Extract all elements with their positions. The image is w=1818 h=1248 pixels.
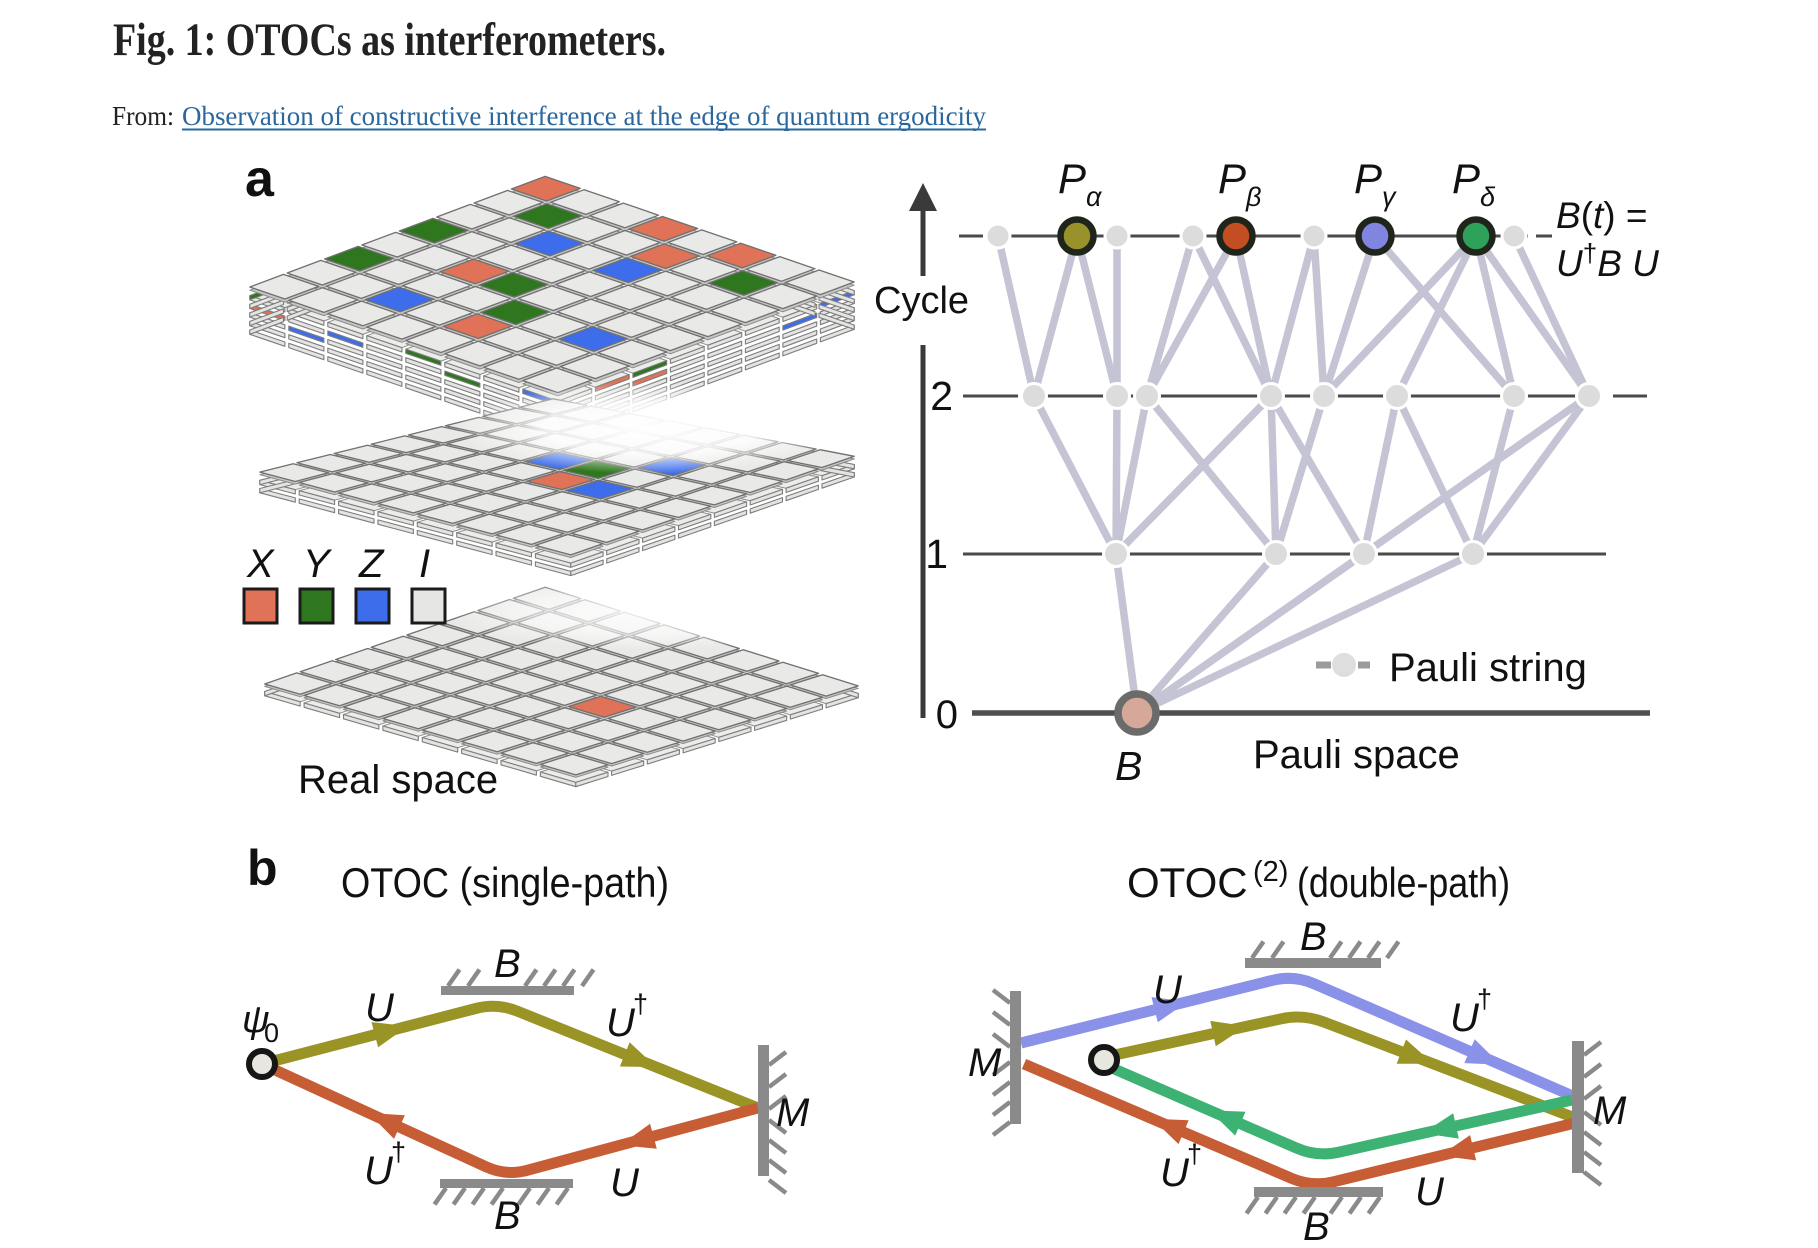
svg-text:α: α [1086, 182, 1103, 212]
svg-text:a: a [245, 150, 275, 208]
svg-text:U: U [1450, 996, 1480, 1040]
svg-text:B: B [1303, 1205, 1330, 1248]
svg-text:From:: From: [112, 100, 174, 131]
svg-text:U: U [610, 1161, 640, 1205]
svg-text:B: B [494, 942, 521, 986]
svg-text:†: † [633, 989, 648, 1019]
svg-text:B: B [494, 1194, 521, 1238]
svg-text:0: 0 [264, 1018, 279, 1048]
svg-text:γ: γ [1382, 182, 1397, 212]
svg-text:b: b [247, 840, 278, 896]
svg-text:P: P [1354, 155, 1382, 202]
svg-text:B(t) =: B(t) = [1556, 195, 1648, 236]
svg-text:†: † [1187, 1139, 1202, 1169]
svg-text:Pauli space: Pauli space [1253, 733, 1460, 777]
svg-text:I: I [419, 542, 430, 586]
svg-text:(2): (2) [1253, 856, 1288, 888]
svg-text:†: † [1477, 984, 1492, 1014]
svg-text:U: U [1153, 968, 1183, 1012]
svg-text:Y: Y [303, 542, 333, 586]
svg-text:M: M [968, 1041, 1002, 1085]
svg-text:B: B [1300, 915, 1327, 959]
svg-text:U: U [1160, 1151, 1190, 1195]
svg-text:Cycle: Cycle [874, 280, 969, 322]
svg-text:Fig. 1: OTOCs as interferomete: Fig. 1: OTOCs as interferometers. [113, 14, 666, 66]
svg-text:U: U [606, 1001, 636, 1045]
svg-text:†: † [391, 1137, 406, 1167]
svg-text:(double-path): (double-path) [1297, 859, 1510, 906]
svg-text:U: U [1415, 1170, 1445, 1214]
svg-text:Observation of constructive in: Observation of constructive interference… [182, 100, 986, 131]
svg-text:P: P [1218, 155, 1246, 202]
svg-text:P: P [1452, 155, 1480, 202]
svg-text:0: 0 [936, 693, 958, 737]
svg-text:X: X [246, 542, 275, 586]
svg-text:δ: δ [1480, 182, 1496, 212]
svg-text:M: M [776, 1091, 810, 1135]
svg-text:OTOC: OTOC [1127, 859, 1248, 906]
svg-text:P: P [1058, 155, 1086, 202]
svg-text:2: 2 [930, 373, 953, 419]
svg-text:β: β [1245, 182, 1261, 212]
svg-text:Pauli string: Pauli string [1389, 646, 1587, 690]
svg-text:Z: Z [358, 542, 385, 586]
svg-text:OTOC (single-path): OTOC (single-path) [341, 859, 669, 906]
svg-text:1: 1 [925, 531, 948, 577]
svg-text:B: B [1115, 743, 1142, 789]
svg-text:M: M [1593, 1089, 1627, 1133]
svg-text:Real space: Real space [298, 758, 498, 802]
svg-text:U†B U: U†B U [1556, 238, 1659, 284]
svg-text:U: U [364, 1149, 394, 1193]
svg-text:U: U [365, 986, 395, 1030]
svg-text:ψ: ψ [242, 999, 270, 1041]
